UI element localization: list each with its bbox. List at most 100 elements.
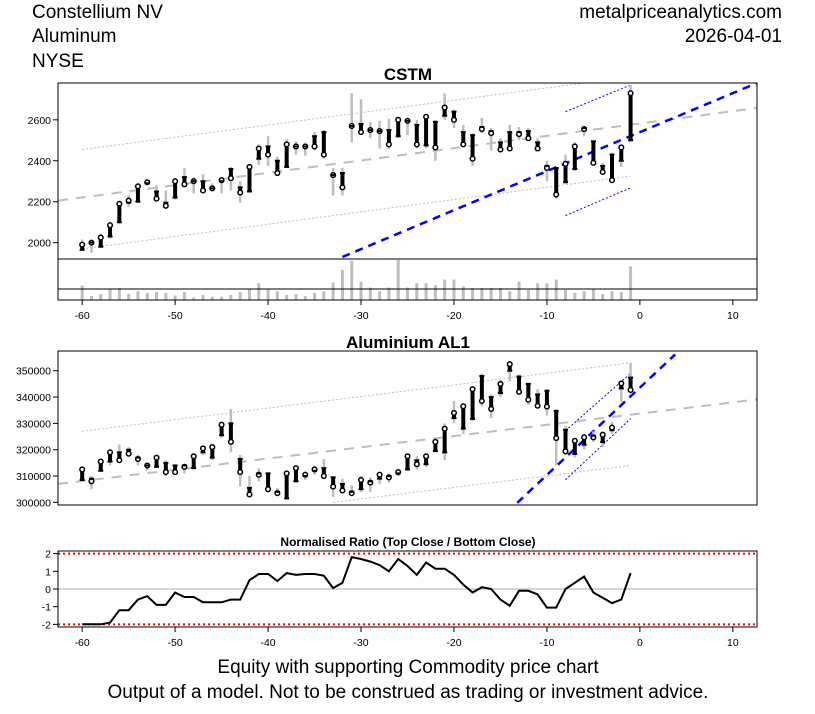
candle-close-marker (237, 189, 244, 196)
candle-close-marker (506, 361, 513, 368)
candle-close-marker (97, 234, 104, 241)
candle-close-marker (339, 184, 346, 191)
candle-close-marker (283, 141, 290, 148)
candle-close-marker (116, 457, 123, 464)
candle-close-marker (339, 487, 346, 494)
candle-close-marker (423, 453, 430, 460)
footer-line-1: Equity with supporting Commodity price c… (217, 657, 599, 678)
candle-close-marker (246, 491, 253, 498)
candle-close-marker (571, 143, 578, 150)
plot-frame (57, 350, 758, 506)
candle-close-marker (107, 449, 114, 456)
candle-close-marker (320, 472, 327, 480)
x-tick-label: -30 (353, 310, 368, 322)
trend-lines (58, 83, 757, 259)
candle-close-marker (199, 187, 207, 194)
candle-close-marker (255, 145, 262, 152)
candle-close-marker (88, 478, 95, 485)
candle-close-marker (460, 403, 467, 410)
candle-close-marker (553, 191, 560, 198)
cstm-chart-title: CSTM (384, 65, 432, 84)
aluminium-chart-title: Aluminium AL1 (346, 333, 470, 352)
candle-close-marker (488, 405, 495, 412)
candle-close-marker (311, 143, 318, 150)
y-tick-label: -2 (42, 619, 51, 631)
candle-close-marker (450, 116, 458, 123)
x-tick-label: -30 (353, 637, 368, 649)
candle-close-marker (441, 425, 448, 432)
candle-close-marker (199, 445, 207, 452)
x-tick-label: -20 (446, 637, 461, 649)
candle-close-marker (218, 421, 225, 428)
regression-line (58, 398, 757, 485)
candle-close-marker (525, 396, 532, 403)
candle-close-marker (97, 458, 104, 465)
candle-close-marker (190, 453, 197, 460)
candle-close-marker (562, 448, 569, 455)
candle-close-marker (618, 144, 625, 151)
ratio-series-line (82, 556, 632, 626)
x-tick-label: 0 (637, 310, 643, 322)
candle-close-marker (599, 168, 606, 176)
site-name: metalpriceanalytics.com (579, 2, 782, 23)
candle-close-marker (107, 222, 114, 229)
candle-close-marker (478, 397, 485, 405)
regression-band (82, 83, 588, 151)
candle-close-marker (590, 159, 597, 166)
candle-close-marker (292, 465, 300, 472)
y-tick-label: 310000 (16, 471, 51, 483)
candle-close-marker (506, 145, 513, 152)
company-name: Constellium NV (32, 2, 163, 23)
y-tick-label: 350000 (16, 366, 51, 378)
x-tick-label: -50 (168, 637, 183, 649)
candle-close-marker (265, 486, 272, 493)
trend-channel-upper (565, 84, 631, 113)
candle-close-marker (153, 195, 160, 202)
x-tick-label: -10 (539, 310, 554, 322)
candle-close-marker (432, 438, 439, 445)
candle-close-marker (209, 444, 216, 451)
report-date: 2026-04-01 (685, 26, 782, 47)
y-tick-label: 2400 (28, 156, 52, 168)
x-tick-label: -40 (260, 310, 275, 322)
candle-close-marker (515, 388, 523, 395)
candle-close-marker (525, 135, 532, 142)
y-tick-label: 340000 (16, 392, 51, 404)
trend-channel-lower (565, 187, 631, 217)
candle-close-marker (172, 178, 179, 185)
cstm-price-panel: 2000 2200 2400 2600 -60 -50 -40 -30 -20 -10 0 10 (28, 82, 758, 322)
candle-close-marker (357, 476, 365, 484)
candle-close-marker (627, 386, 634, 394)
candle-close-marker (320, 151, 327, 158)
y-tick-label: 2600 (28, 115, 52, 127)
y-tick-label: 2 (45, 549, 51, 561)
candle-close-marker (534, 402, 541, 409)
y-tick-label: 1 (45, 566, 51, 578)
candle-close-marker (413, 461, 420, 468)
candle-close-marker (413, 141, 420, 148)
candle-close-marker (599, 431, 606, 438)
candle-close-marker (562, 160, 569, 167)
trend-lines (58, 353, 757, 504)
x-tick-label: 10 (727, 310, 739, 322)
plot-frame (57, 82, 758, 301)
candle-close-marker (497, 380, 504, 387)
regression-band-upper (82, 362, 631, 432)
candle-close-marker (134, 183, 141, 190)
x-tick-label: 0 (637, 637, 643, 649)
candle-close-marker (153, 454, 160, 461)
candles (79, 361, 634, 500)
trend-line (341, 83, 757, 259)
x-tick-label: -20 (446, 310, 461, 322)
candle-close-marker (172, 469, 179, 476)
candle-close-marker (460, 141, 467, 148)
sector-name: Aluminum (32, 26, 116, 47)
candle-close-marker (571, 437, 578, 444)
candle-close-marker (543, 403, 550, 410)
candle-close-marker (265, 151, 272, 158)
candles (79, 85, 634, 253)
candle-close-marker (227, 175, 234, 182)
y-tick-label: 320000 (16, 445, 51, 457)
